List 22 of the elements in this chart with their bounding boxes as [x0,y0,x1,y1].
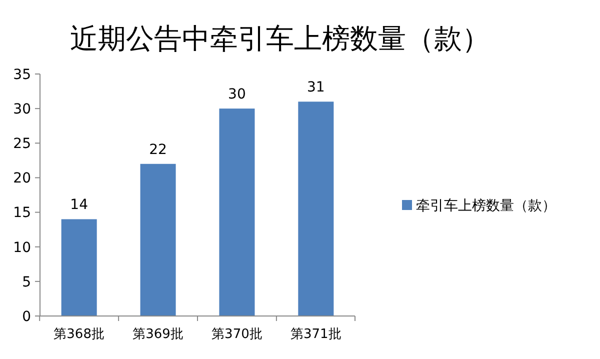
y-tick-label: 20 [13,170,31,187]
data-label: 31 [307,80,325,96]
y-tick-label: 0 [22,308,31,325]
bar [61,219,97,316]
x-tick-label: 第370批 [212,327,262,342]
data-label: 30 [228,86,246,103]
y-tick-label: 25 [13,136,31,152]
y-tick-label: 5 [22,274,31,290]
y-tick-label: 15 [13,205,31,222]
data-label: 22 [149,142,167,158]
legend-label: 牵引车上榜数量（款） [416,198,556,214]
bar [219,108,255,316]
x-tick-label: 第371批 [290,327,342,342]
y-tick-label: 35 [13,66,31,83]
x-tick-label: 第369批 [132,327,184,342]
y-tick-label: 30 [13,101,31,118]
bar [140,164,176,316]
y-tick-label: 10 [13,240,31,256]
data-label: 14 [70,197,88,214]
bar [298,102,334,316]
x-tick-label: 第368批 [54,327,104,342]
chart-title: 近期公告中牵引车上榜数量（款） [70,22,490,55]
